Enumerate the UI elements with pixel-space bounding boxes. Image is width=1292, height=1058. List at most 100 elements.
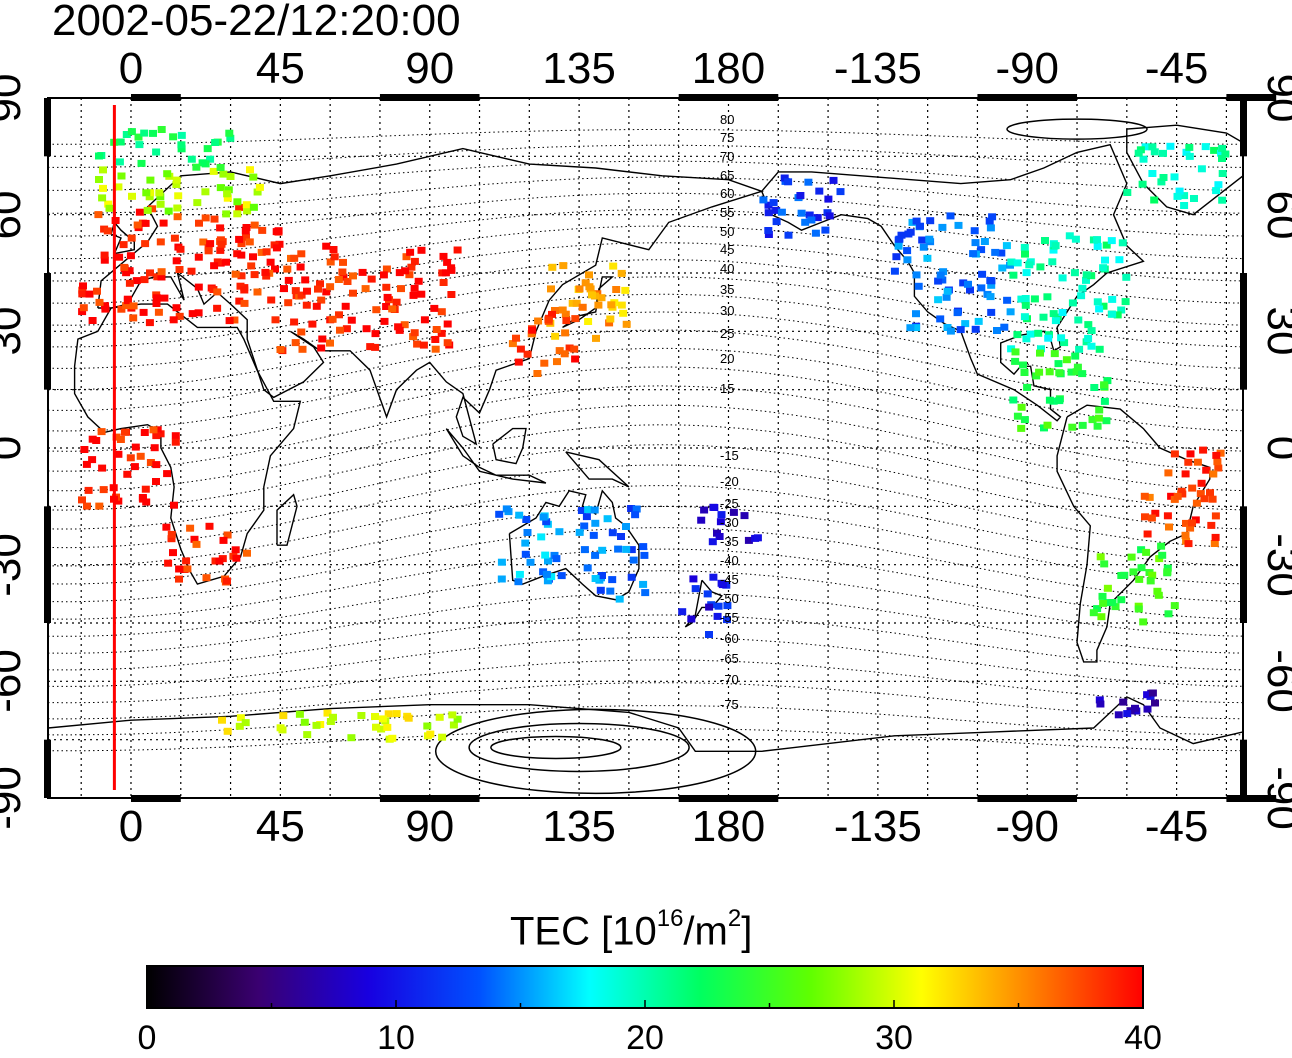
tec-cell [1002,242,1011,250]
tec-cell [1036,263,1045,271]
tec-cell [1009,396,1018,404]
tec-cell [1114,711,1123,719]
tec-cell [131,443,140,451]
tec-cell [146,269,154,277]
tec-cell [1214,181,1223,189]
tec-cell [192,163,201,171]
tec-cell [216,224,225,232]
tec-cell [1007,345,1016,353]
tec-cell [548,310,556,318]
tec-cell [100,251,109,259]
tec-cell [1055,369,1064,377]
tec-cell [571,315,580,323]
mag-contour [48,329,1243,411]
tec-cell [145,319,154,327]
tec-cell [1117,596,1126,604]
tec-cell [326,339,334,347]
tec-cell [1218,155,1226,162]
tec-cell [201,214,210,222]
tec-cell [135,141,144,149]
tec-cell [1013,331,1022,339]
tec-cell [1073,363,1082,371]
tec-cell [1151,699,1159,707]
contour-label: -15 [720,448,739,463]
tec-cell [1108,310,1117,318]
mag-contour [48,259,1243,326]
tec-cell [152,478,160,485]
mag-contour [48,293,1243,369]
tec-cell [560,350,569,358]
tec-cell [1036,349,1044,357]
tec-cell [1188,519,1196,527]
tec-cell [700,506,709,514]
tec-cell [916,222,924,230]
contour-label: -35 [720,534,739,549]
axis-bar [44,506,51,623]
tec-cell [589,531,598,539]
tec-cell [123,297,132,305]
tec-cell [371,713,379,720]
tec-cell [612,286,621,293]
tec-cell [443,258,452,266]
tec-cell [84,486,93,494]
tec-cell [1193,458,1202,466]
tec-cell [443,320,452,328]
tec-cell [155,189,164,197]
tec-cell [1151,509,1160,517]
tec-cell [98,464,107,472]
tec-cell [417,246,426,254]
tec-cell [908,218,917,226]
tec-cell [1164,469,1173,477]
tec-cell [1178,490,1187,498]
tec-cell [622,523,630,530]
tec-cell [223,727,232,735]
tec-cell [585,271,593,279]
tec-cell [938,223,947,231]
tec-cell [261,268,270,276]
tec-cell [1098,592,1107,600]
tec-cell [577,507,586,514]
tec-cell [1022,335,1031,343]
tec-cell [159,219,168,227]
tec-cell [1021,295,1030,302]
tec-cell [318,335,327,343]
tec-cell [135,208,144,216]
tec-cell [1137,564,1146,572]
tec-cell [523,529,532,536]
tec-cell [551,307,559,314]
tec-cell [594,301,603,309]
tec-cell [590,506,599,514]
tec-cell [1019,361,1027,369]
tec-cell [1039,313,1048,321]
tec-cell [523,350,532,358]
tec-cell [936,315,945,323]
tec-cell [987,281,996,289]
tec-cell [170,501,178,509]
tec-cell [152,300,161,307]
tec-cell [405,271,414,279]
tec-cell [397,285,405,293]
tec-cell [213,288,222,296]
tec-cell [79,282,87,290]
tec-cell [235,722,244,730]
tec-cell [539,513,548,521]
tec-cell [1208,495,1217,503]
tec-cell [805,211,814,219]
tec-cell [105,204,114,212]
tec-cell [177,145,186,153]
tec-cell [127,234,136,242]
tec-cell [358,268,367,276]
tec-cell [1139,618,1148,626]
tec-cell [1163,568,1172,576]
tec-cell [201,188,210,196]
tec-cell [114,450,123,458]
tec-cell [447,264,456,272]
tec-cell [279,712,288,720]
tec-cell [224,186,233,194]
tec-cell [892,253,901,261]
tec-cell [615,595,624,603]
tec-cell [1051,242,1060,250]
tec-cell [912,310,920,318]
tec-cell [449,721,458,729]
